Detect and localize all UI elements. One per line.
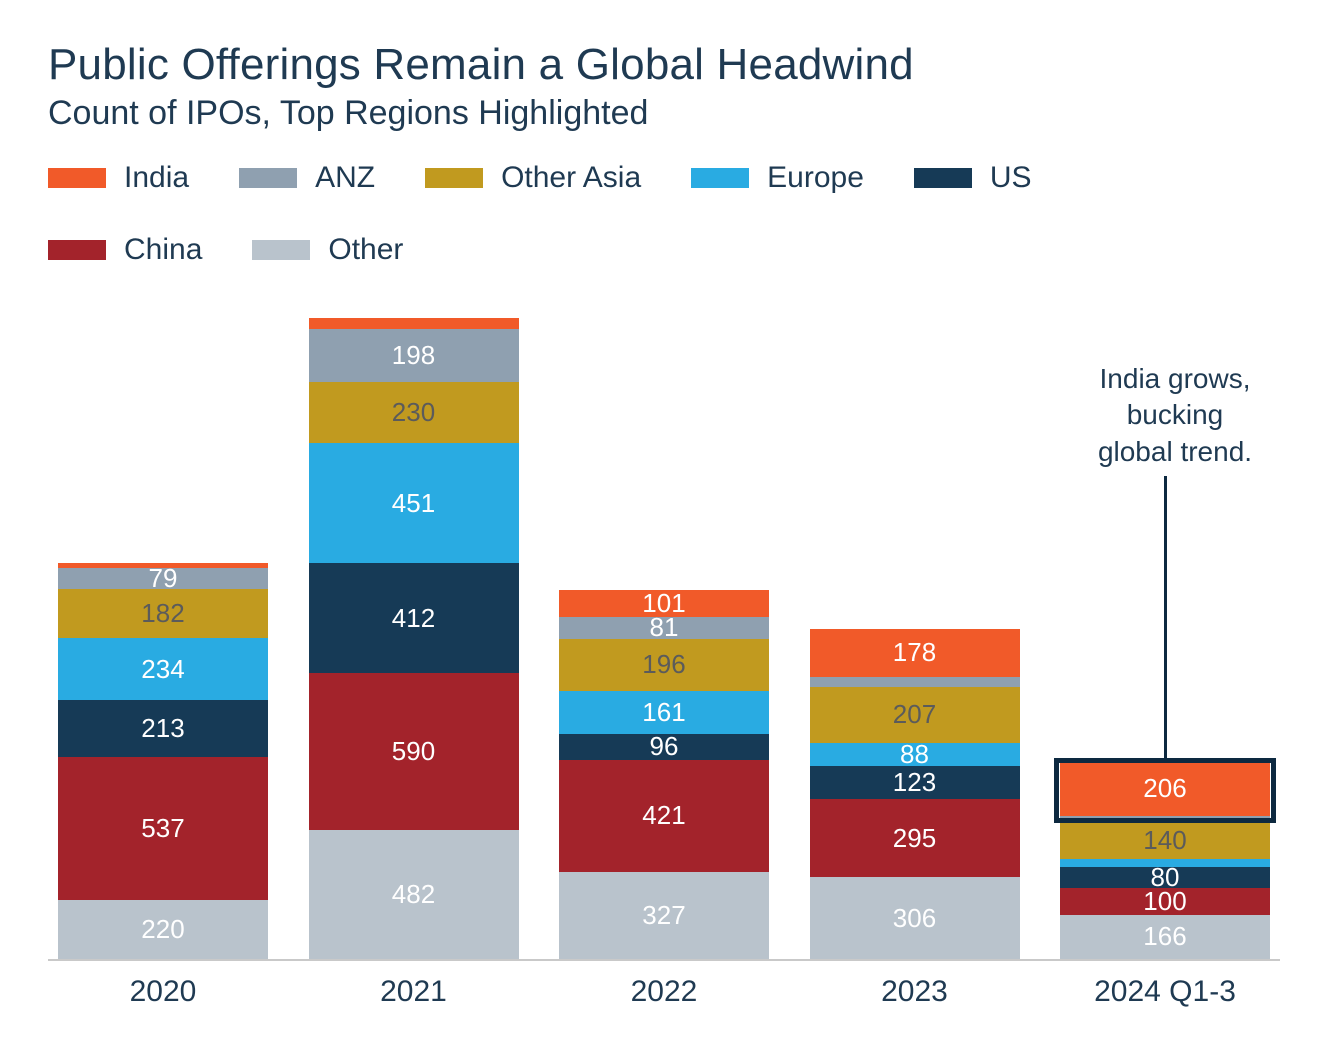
x-label: 2024 Q1-3 (1060, 975, 1270, 1009)
legend-label: Europe (767, 161, 864, 195)
segment-europe: 161 (559, 691, 769, 734)
segment-china: 295 (810, 799, 1020, 878)
segment-other: 327 (559, 872, 769, 959)
segment-china: 100 (1060, 888, 1270, 915)
segment-other_asia: 207 (810, 687, 1020, 742)
segment-china: 537 (58, 757, 268, 900)
segment-europe: 88 (810, 743, 1020, 766)
segment-anz: 198 (309, 329, 519, 382)
segment-other_asia: 196 (559, 639, 769, 691)
legend-item-india: India (48, 161, 189, 195)
chart-subtitle: Count of IPOs, Top Regions Highlighted (48, 94, 1280, 133)
x-label: 2020 (58, 975, 268, 1009)
legend: India ANZ Other Asia Europe US China Other (48, 161, 1098, 267)
legend-item-other: Other (252, 233, 403, 267)
segment-us: 213 (58, 700, 268, 757)
legend-item-anz: ANZ (239, 161, 375, 195)
segment-other_asia: 140 (1060, 821, 1270, 858)
segment-china: 421 (559, 760, 769, 872)
segment-us: 123 (810, 766, 1020, 799)
legend-swatch (691, 168, 749, 188)
legend-swatch (239, 168, 297, 188)
segment-china: 590 (309, 673, 519, 830)
legend-item-other_asia: Other Asia (425, 161, 641, 195)
segment-anz: 81 (559, 617, 769, 639)
legend-label: China (124, 233, 202, 267)
legend-swatch (48, 168, 106, 188)
legend-item-europe: Europe (691, 161, 864, 195)
legend-swatch (914, 168, 972, 188)
segment-india: 178 (810, 629, 1020, 676)
segment-anz: 79 (58, 568, 268, 589)
x-label: 2023 (810, 975, 1020, 1009)
segment-other_asia: 182 (58, 589, 268, 638)
legend-swatch (252, 240, 310, 260)
x-label: 2021 (309, 975, 519, 1009)
segment-india: 206 (1060, 761, 1270, 816)
segment-europe: 234 (58, 638, 268, 700)
bar-2021: 482590412451230198 (309, 318, 519, 959)
legend-label: Other Asia (501, 161, 641, 195)
annotation-text: India grows,buckingglobal trend. (1050, 361, 1300, 470)
legend-label: US (990, 161, 1032, 195)
legend-item-china: China (48, 233, 202, 267)
segment-other: 220 (58, 900, 268, 959)
chart-title: Public Offerings Remain a Global Headwin… (48, 40, 1280, 90)
segment-europe: 451 (309, 443, 519, 563)
bar-2020: 22053721323418279 (58, 563, 268, 959)
bar-2022: 3274219616119681101 (559, 590, 769, 959)
chart: 2205372132341827948259041245123019832742… (48, 321, 1280, 1009)
segment-other: 306 (810, 877, 1020, 959)
segment-anz (810, 677, 1020, 688)
bar-2023: 30629512388207 178 (810, 629, 1020, 959)
x-label: 2022 (559, 975, 769, 1009)
segment-other: 166 (1060, 915, 1270, 959)
segment-other: 482 (309, 830, 519, 959)
legend-label: India (124, 161, 189, 195)
bar-2024-Q1-3: 16610080 140 206 (1060, 761, 1270, 959)
legend-label: ANZ (315, 161, 375, 195)
segment-us: 412 (309, 563, 519, 673)
segment-other_asia: 230 (309, 382, 519, 443)
x-axis: 2020 2021 2022 2023 2024 Q1-3 (48, 961, 1280, 1009)
segment-india (309, 318, 519, 329)
segment-us: 96 (559, 734, 769, 760)
annotation-line (1164, 476, 1167, 758)
legend-swatch (48, 240, 106, 260)
segment-us: 80 (1060, 867, 1270, 888)
legend-label: Other (328, 233, 403, 267)
legend-item-us: US (914, 161, 1032, 195)
legend-swatch (425, 168, 483, 188)
